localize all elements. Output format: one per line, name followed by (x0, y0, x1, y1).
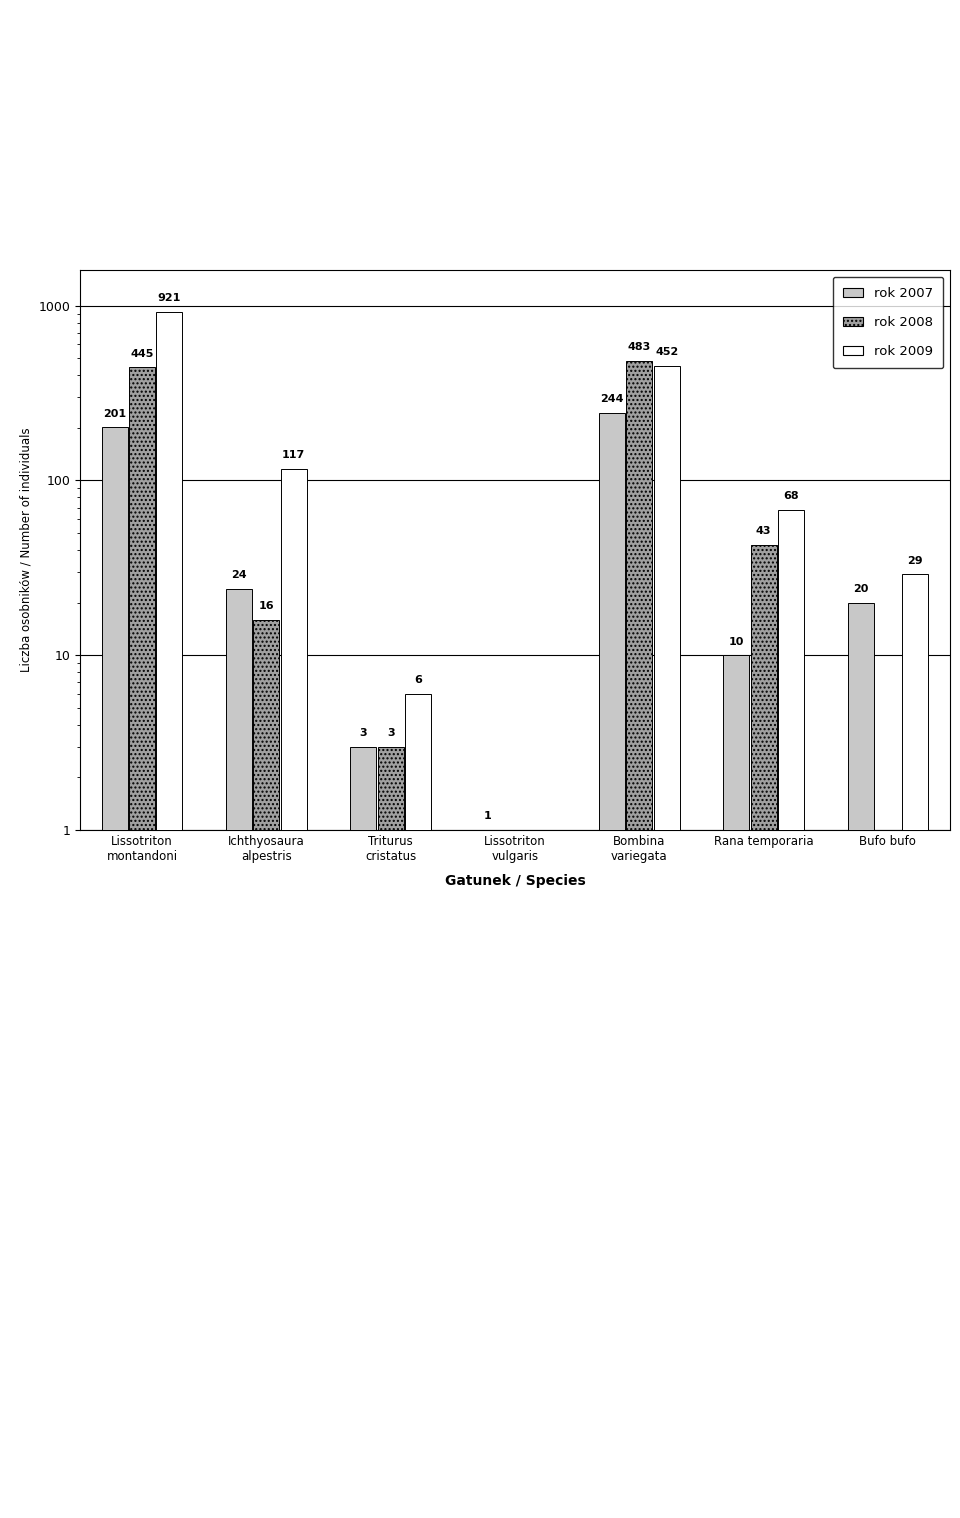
Text: 10: 10 (729, 636, 744, 647)
Bar (848, 603, 874, 1518)
Bar (102, 428, 128, 1518)
Text: 1: 1 (484, 812, 492, 821)
Bar (130, 367, 156, 1518)
Bar (751, 545, 777, 1518)
Bar (405, 694, 431, 1518)
Text: 20: 20 (852, 584, 868, 594)
Bar (377, 747, 404, 1518)
Text: 16: 16 (258, 601, 275, 610)
Text: 68: 68 (783, 492, 799, 501)
Bar (227, 589, 252, 1518)
Bar (253, 619, 279, 1518)
Bar (156, 311, 182, 1518)
Bar (350, 747, 376, 1518)
Bar (474, 830, 501, 1518)
Text: 244: 244 (600, 395, 624, 404)
Text: 483: 483 (628, 343, 651, 352)
Text: 29: 29 (907, 556, 923, 566)
Y-axis label: Liczba osobników / Number of individuals: Liczba osobników / Number of individuals (20, 428, 33, 672)
Bar (778, 510, 804, 1518)
Bar (626, 361, 652, 1518)
Legend: rok 2007, rok 2008, rok 2009: rok 2007, rok 2008, rok 2009 (833, 276, 944, 369)
Text: 117: 117 (282, 449, 305, 460)
Text: 452: 452 (655, 348, 679, 357)
Text: 201: 201 (104, 408, 127, 419)
Text: 43: 43 (756, 525, 771, 536)
Text: 3: 3 (387, 729, 395, 738)
X-axis label: Gatunek / Species: Gatunek / Species (444, 874, 586, 888)
Bar (599, 413, 625, 1518)
Text: 445: 445 (131, 349, 154, 358)
Bar (654, 366, 680, 1518)
Bar (280, 469, 307, 1518)
Text: 6: 6 (414, 676, 422, 686)
Text: 3: 3 (360, 729, 367, 738)
Bar (902, 574, 928, 1518)
Text: 921: 921 (157, 293, 181, 304)
Bar (723, 656, 749, 1518)
Text: 24: 24 (231, 571, 247, 580)
